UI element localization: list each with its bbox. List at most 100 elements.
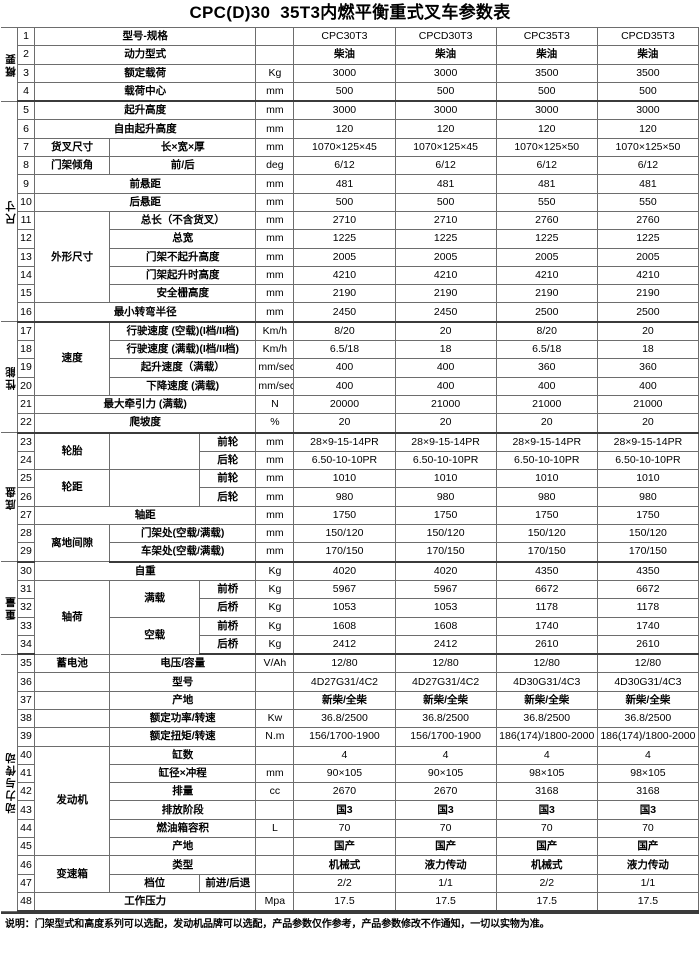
value-cell-CPCD30T3: 6.50-10-10PR: [394, 450, 497, 471]
parameter-sublabel-2: 前进/后退: [199, 873, 257, 893]
row-number: 38: [17, 708, 36, 729]
value-cell-CPCD30T3: 3000: [394, 63, 497, 83]
table-row: 22 爬坡度% 20 20 20 20: [2, 413, 700, 434]
unit-cell: [255, 873, 295, 893]
value-cell-CPCD30T3: 2412: [394, 634, 497, 656]
value-cell-CPCD30T3: 400: [394, 358, 497, 378]
table-row: 19 起升速度（满载） mm/sec 400 400 360 360: [2, 358, 700, 378]
unit-cell: Kg: [255, 561, 295, 581]
table-row: 18 行驶速度 (满载)(I档/II档) Km/h 6.5/18 18 6.5/18 18: [2, 340, 700, 360]
unit-cell: Km/h: [255, 340, 295, 360]
value-cell-CPCD35T3: 186(174)/1800-2000: [596, 727, 700, 747]
value-cell-CPCD35T3: 150/120: [596, 524, 700, 544]
value-cell-CPC35T3: 12/80: [495, 653, 598, 674]
value-cell-CPCD35T3: 28×9-15-14PR: [596, 432, 700, 452]
value-cell-CPC30T3: 2/2: [293, 873, 396, 893]
unit-cell: N: [255, 394, 295, 415]
parameter-sublabel-2: 后桥: [199, 634, 257, 656]
value-cell-CPCD30T3: 400: [394, 376, 497, 396]
parameter-label: 起升高度: [34, 100, 257, 121]
table-row: 概要 1 型号-规格 CPC30T3 CPCD30T3 CPC35T3 CPCD35T3: [0, 26, 700, 102]
value-cell-CPC30T3: 17.5: [293, 891, 396, 913]
parameter-sublabel-2: 前轮: [199, 432, 257, 452]
value-cell-CPC35T3: 4D30G31/4C3: [495, 672, 598, 692]
value-cell-CPCD30T3: 90×105: [394, 763, 497, 784]
parameter-label: 前悬距: [34, 174, 257, 194]
row-number: 28: [17, 524, 36, 544]
value-cell-CPCD35T3: 170/150: [596, 542, 700, 563]
table-row: 重量 30 自重 Kg 4020 4020 4350 4350: [0, 561, 700, 655]
table-row: 3 额定载荷 Kg 3000 3000 3500 3500: [2, 63, 700, 83]
row-number: 47: [17, 873, 36, 893]
parameter-sublabel: 缸数: [109, 745, 257, 765]
value-cell-CPCD30T3: 70: [394, 818, 497, 839]
value-cell-CPC30T3: 4210: [293, 265, 396, 286]
table-row: 38 额定功率/转速 Kw 36.8/2500 36.8/2500 36.8/2500 36…: [2, 708, 700, 729]
value-cell-CPC35T3: 3500: [495, 63, 598, 83]
unit-cell: [255, 745, 295, 765]
value-cell-CPCD30T3: 500: [394, 81, 497, 103]
category-label: 动力与传动: [0, 653, 19, 912]
value-cell-CPC30T3: 国产: [293, 837, 396, 857]
unit-cell: cc: [255, 782, 295, 802]
parameter-sublabel: 产地: [109, 837, 257, 857]
unit-cell: mm: [255, 469, 295, 489]
table-row: 39 额定扭矩/转速 N.m 156/1700-1900 156/1700-1900 18…: [2, 727, 700, 747]
row-number: 40: [17, 745, 36, 765]
category-label: 底盘: [0, 432, 19, 563]
value-cell-CPCD35T3: 6/12: [596, 156, 700, 176]
parameter-sublabel: 型号: [109, 672, 257, 692]
row-number: 44: [17, 818, 36, 839]
value-cell-CPCD30T3: 液力传动: [394, 855, 497, 875]
unit-cell: mm: [255, 284, 295, 304]
footnote: 说明：门架型式和高度系列可以选配，发动机品牌可以选配，产品参数仅作参考，产品参数…: [5, 919, 550, 931]
category-text: 动力与传动: [5, 751, 17, 814]
table-row: 48 工作压力 Mpa 17.5 17.5 17.5 17.5: [2, 891, 700, 913]
value-cell-CPCD35T3: 4350: [596, 561, 700, 581]
parameter-label: 外形尺寸: [34, 210, 111, 304]
table-row: 33 空载 前桥 Kg 1608 1608 1740 1740: [2, 616, 700, 655]
unit-cell: mm: [255, 487, 295, 507]
value-cell-CPCD35T3: 98×105: [596, 763, 700, 784]
table-row: 16 最小转弯半径 mm 2450 2450 2500 2500: [2, 302, 700, 323]
unit-cell: mm/sec: [255, 358, 295, 378]
value-cell-CPC30T3: 156/1700-1900: [293, 727, 396, 747]
unit-cell: Kg: [255, 579, 295, 600]
unit-cell: mm: [255, 265, 295, 286]
row-number: 32: [17, 598, 36, 618]
value-cell-CPCD30T3: 150/120: [394, 524, 497, 544]
value-cell-CPC30T3: CPC30T3: [293, 26, 396, 47]
unit-cell: %: [255, 413, 295, 434]
value-cell-CPC30T3: 新柴/全柴: [293, 690, 396, 710]
value-cell-CPC35T3: 2/2: [495, 873, 598, 893]
value-cell-CPC30T3: 2005: [293, 247, 396, 267]
value-cell-CPCD35T3: 2500: [596, 302, 700, 323]
parameter-label: 最大牵引力 (满载): [34, 394, 257, 415]
value-cell-CPC30T3: 481: [293, 174, 396, 194]
parameter-sublabel: 额定扭矩/转速: [109, 727, 257, 747]
value-cell-CPC35T3: 980: [495, 487, 598, 507]
row-number: 24: [17, 450, 36, 471]
row-number: 45: [17, 837, 36, 857]
value-cell-CPC35T3: 新柴/全柴: [495, 690, 598, 710]
table-row: 34 后桥 Kg 2412 2412 2610 2610: [2, 634, 700, 656]
value-cell-CPCD30T3: 980: [394, 487, 497, 507]
parameter-label: 工作压力: [34, 891, 257, 913]
value-cell-CPC35T3: 186(174)/1800-2000: [495, 727, 598, 747]
table-row: 2 动力型式 柴油 柴油 柴油 柴油: [2, 45, 700, 65]
table-row: 尺寸 5 起升高度 mm 3000 3000 3000 3000: [0, 100, 700, 323]
table-row: 28 离地间隙 门架处(空载/满载) mm 150/120 150/120 150/120 1…: [2, 524, 700, 563]
table-row: 11 外形尺寸 总长（不含货叉） mm 2710 2710 2760 2760: [2, 210, 700, 304]
unit-cell: Kg: [255, 598, 295, 618]
parameter-label: 门架倾角: [34, 156, 111, 176]
table-row: 21 最大牵引力 (满载) N 20000 21000 21000 21000: [2, 394, 700, 415]
value-cell-CPC30T3: 4D27G31/4C2: [293, 672, 396, 692]
value-cell-CPCD30T3: 28×9-15-14PR: [394, 432, 497, 452]
parameter-label: 载荷中心: [34, 81, 257, 103]
parameter-label: 轴荷: [34, 579, 111, 655]
value-cell-CPC35T3: 20: [495, 413, 598, 434]
value-cell-CPC30T3: 6.5/18: [293, 340, 396, 360]
parameter-sublabel: 车架处(空载/满载): [109, 542, 257, 563]
unit-cell: mm: [255, 542, 295, 563]
value-cell-CPCD35T3: 21000: [596, 394, 700, 415]
